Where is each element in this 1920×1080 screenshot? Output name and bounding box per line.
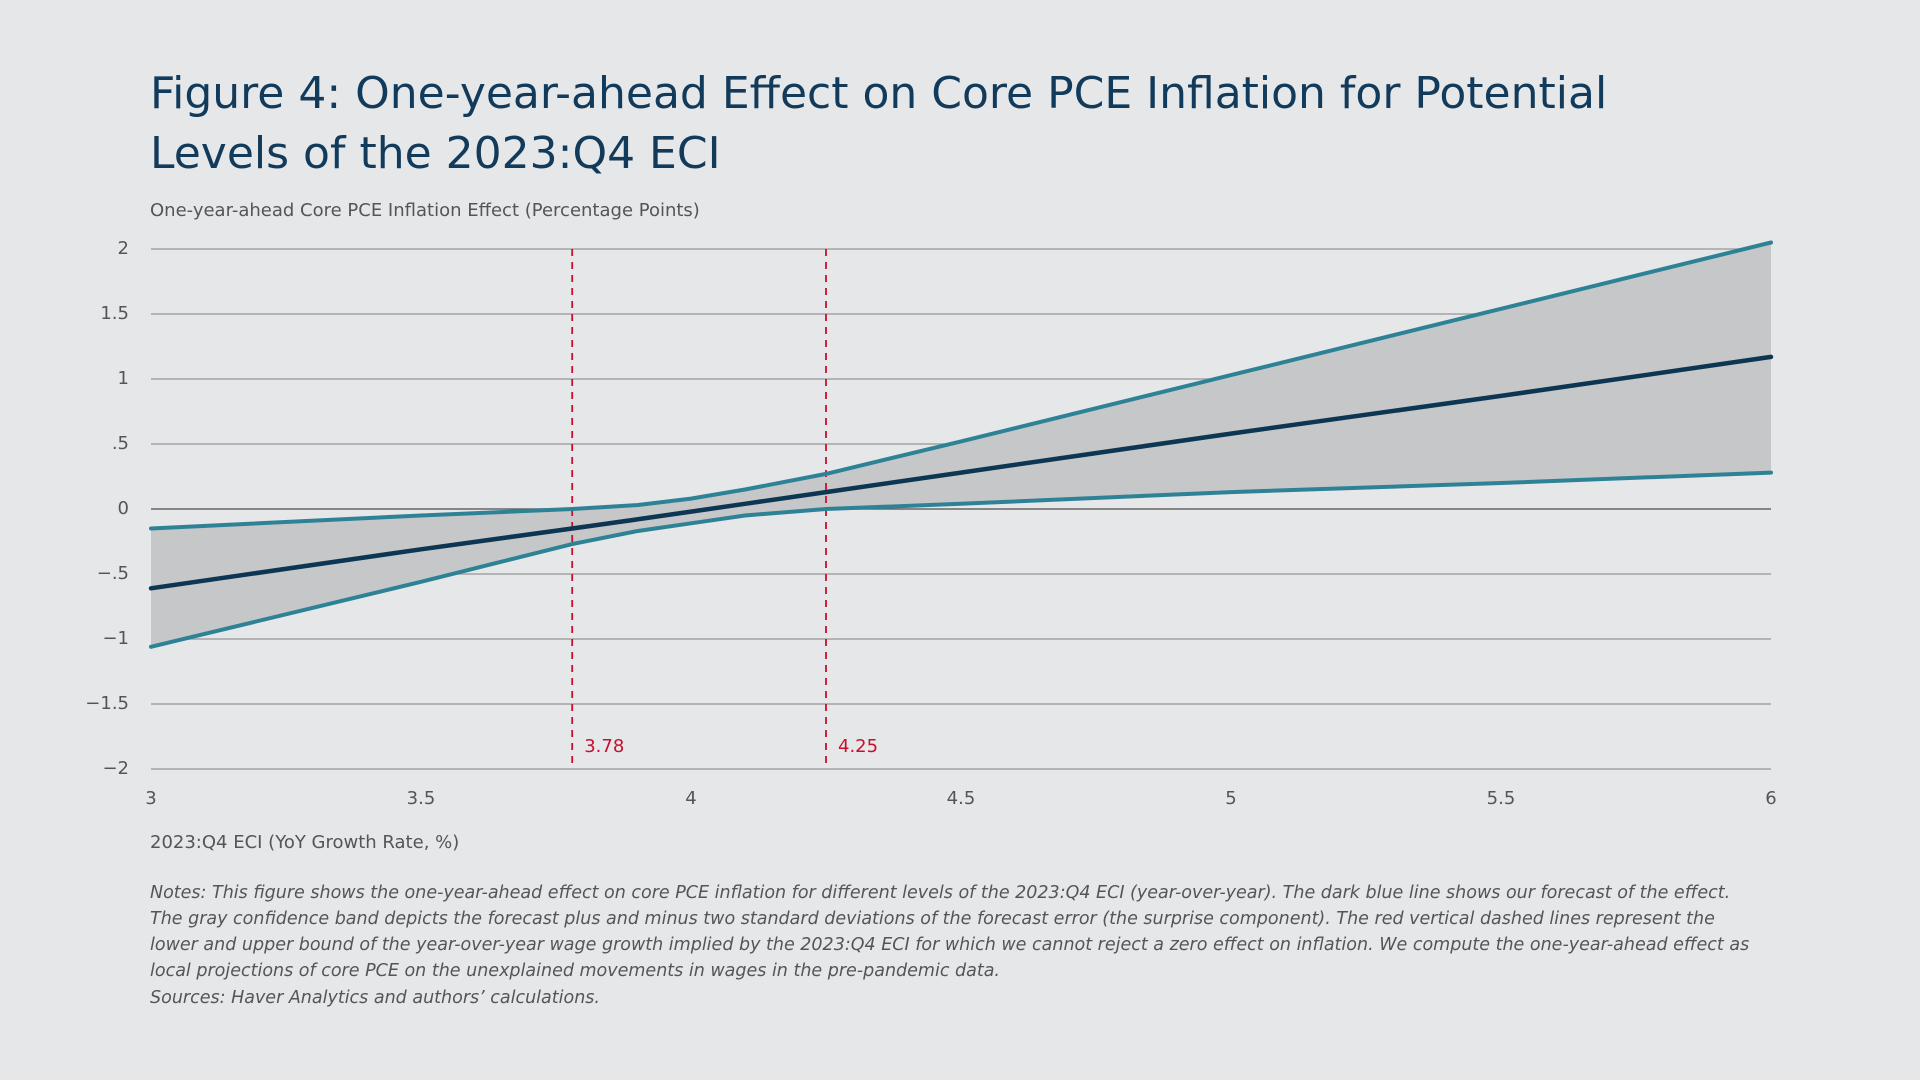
y-axis-label: One-year-ahead Core PCE Inflation Effect… (150, 200, 700, 221)
chart-title: Figure 4: One-year-ahead Effect on Core … (150, 68, 1608, 179)
y-tick-label: .5 (112, 433, 129, 454)
x-tick-label: 3 (145, 788, 156, 809)
x-tick-label: 5 (1225, 788, 1236, 809)
x-tick-label: 3.5 (407, 788, 436, 809)
sources: Sources: Haver Analytics and authors’ ca… (150, 988, 600, 1008)
y-tick-label: −2 (102, 758, 129, 779)
series-line (149, 240, 1773, 531)
x-tick-label: 4 (685, 788, 696, 809)
series-line (149, 470, 1773, 649)
y-tick-label: −1.5 (85, 693, 129, 714)
x-axis-label: 2023:Q4 ECI (YoY Growth Rate, %) (150, 832, 460, 853)
y-tick-label: 1.5 (100, 303, 129, 324)
y-tick-label: 2 (118, 238, 129, 259)
x-tick-label: 6 (1765, 788, 1776, 809)
x-tick-label: 4.5 (947, 788, 976, 809)
series-line (148, 354, 1774, 591)
x-tick-label: 5.5 (1487, 788, 1516, 809)
reference-label: 4.25 (838, 736, 878, 757)
y-tick-label: −1 (102, 628, 129, 649)
y-tick-label: 0 (118, 498, 129, 519)
y-tick-label: 1 (118, 368, 129, 389)
notes: Notes: This figure shows the one-year-ah… (150, 883, 1750, 981)
y-tick-label: −.5 (97, 563, 129, 584)
reference-label: 3.78 (584, 736, 624, 757)
